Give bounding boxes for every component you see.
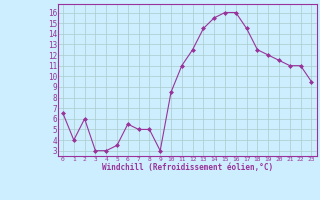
X-axis label: Windchill (Refroidissement éolien,°C): Windchill (Refroidissement éolien,°C) <box>102 163 273 172</box>
